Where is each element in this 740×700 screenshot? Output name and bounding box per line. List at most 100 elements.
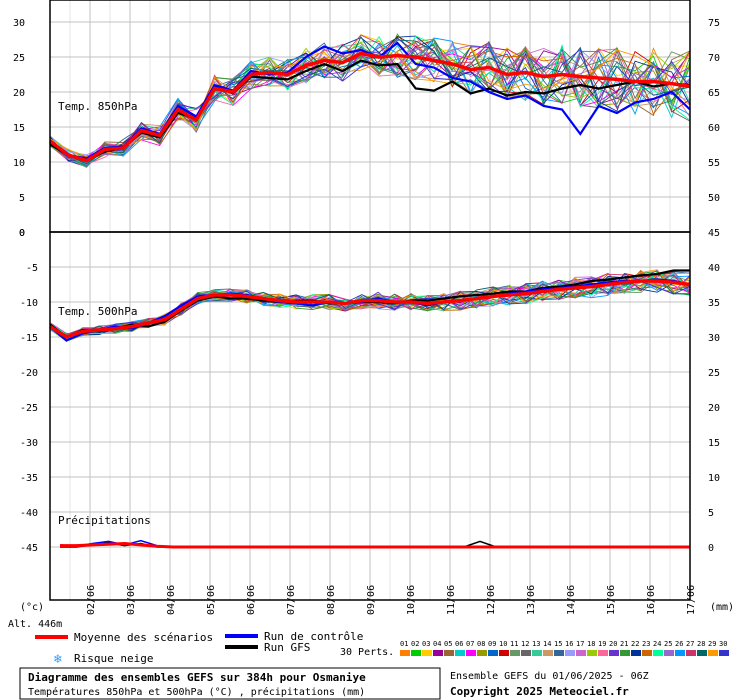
snowflake-icon: ❄	[53, 652, 62, 667]
perts-label: 30 Perts.	[340, 647, 394, 658]
y-tick-label-zero: 0	[19, 228, 25, 239]
legend-gfs-label: Run GFS	[264, 641, 310, 654]
right-unit: (mm)	[710, 602, 734, 613]
perts-legend: 01 02 03 04 05 06 07 08 09 10 11 12 13 14 15 16 17 18 19 20…	[400, 640, 729, 656]
pert-legend-swatch	[499, 650, 509, 656]
pert-legend-swatch	[433, 650, 443, 656]
precip-label: Précipitations	[58, 514, 151, 527]
altitude-label: Alt. 446m	[8, 619, 62, 630]
pert-legend-label: 07	[466, 640, 474, 648]
pert-legend-label: 14	[543, 640, 551, 648]
pert-legend-swatch	[686, 650, 696, 656]
pert-legend-swatch	[708, 650, 718, 656]
pert-legend-swatch	[565, 650, 575, 656]
pert-legend-label: 10	[499, 640, 507, 648]
y-tick-label-500: -25	[20, 403, 38, 414]
y-tick-label-500: -15	[20, 333, 38, 344]
y2-tick-label-500: 25	[708, 368, 720, 379]
pert-legend-swatch	[642, 650, 652, 656]
pert-legend-label: 12	[521, 640, 529, 648]
y-tick-label-850: 0	[19, 228, 25, 239]
pert-legend-label: 25	[664, 640, 672, 648]
copyright: Copyright 2025 Meteociel.fr	[450, 685, 629, 698]
pert-legend-label: 18	[587, 640, 595, 648]
pert-legend-label: 21	[620, 640, 628, 648]
run-info: Ensemble GEFS du 01/06/2025 - 06Z	[450, 671, 649, 682]
pert-legend-label: 26	[675, 640, 683, 648]
y-tick-label-500: -30	[20, 438, 38, 449]
pert-legend-swatch	[400, 650, 410, 656]
pert-legend-swatch	[719, 650, 729, 656]
pert-legend-swatch	[620, 650, 630, 656]
pert-legend-label: 01	[400, 640, 408, 648]
y2-tick-label-500: 15	[708, 438, 720, 449]
pert-legend-swatch	[521, 650, 531, 656]
pert-legend-swatch	[411, 650, 421, 656]
panel2-frame	[49, 231, 691, 601]
y2-tick-label-500: 30	[708, 333, 720, 344]
title-line2: Températures 850hPa et 500hPa (°C) , pré…	[28, 686, 365, 698]
pert-legend-swatch	[455, 650, 465, 656]
pert-line-850	[49, 35, 691, 165]
panel1-title: Temp. 850hPa	[58, 100, 137, 113]
legend: Moyenne des scénarios Run de contrôle Ru…	[35, 630, 729, 667]
pert-legend-label: 03	[422, 640, 430, 648]
pert-legend-label: 23	[642, 640, 650, 648]
y-tick-label-500: -40	[20, 508, 38, 519]
y2-tick-label-500: 35	[708, 298, 720, 309]
pert-legend-swatch	[466, 650, 476, 656]
legend-control-label: Run de contrôle	[264, 630, 363, 643]
x-tick-label: 17/06	[686, 585, 697, 615]
main-series	[48, 41, 691, 549]
pert-legend-swatch	[631, 650, 641, 656]
pert-legend-label: 19	[598, 640, 606, 648]
pert-legend-swatch	[587, 650, 597, 656]
pert-legend-label: 24	[653, 640, 661, 648]
pert-legend-swatch	[576, 650, 586, 656]
y-tick-label-500: -20	[20, 368, 38, 379]
pert-legend-label: 11	[510, 640, 518, 648]
pert-legend-label: 28	[697, 640, 705, 648]
pert-legend-swatch	[653, 650, 663, 656]
pert-legend-label: 09	[488, 640, 496, 648]
y-tick-label-850: 30	[13, 18, 25, 29]
pert-legend-label: 08	[477, 640, 485, 648]
y-tick-label-500: -35	[20, 473, 38, 484]
pert-legend-label: 06	[455, 640, 463, 648]
y2-tick-label-500: 40	[708, 263, 720, 274]
pert-legend-swatch	[543, 650, 553, 656]
pert-legend-label: 30	[719, 640, 727, 648]
y-tick-label-850: 20	[13, 88, 25, 99]
pert-legend-label: 15	[554, 640, 562, 648]
pert-legend-swatch	[554, 650, 564, 656]
left-unit: (°c)	[20, 602, 44, 613]
pert-legend-label: 16	[565, 640, 573, 648]
y2-tick-label-850: 60	[708, 123, 720, 134]
pert-legend-label: 22	[631, 640, 639, 648]
y2-tick-label-500: 5	[708, 508, 714, 519]
pert-legend-swatch	[422, 650, 432, 656]
y-tick-label-850: 15	[13, 123, 25, 134]
y2-tick-label-850: 50	[708, 193, 720, 204]
y-tick-label-500: -5	[26, 263, 38, 274]
pert-legend-swatch	[664, 650, 674, 656]
pert-legend-label: 17	[576, 640, 584, 648]
pert-legend-label: 29	[708, 640, 716, 648]
pert-legend-swatch	[510, 650, 520, 656]
pert-legend-swatch	[609, 650, 619, 656]
y-tick-label-500: -45	[20, 543, 38, 554]
y2-tick-label-500: 0	[708, 543, 714, 554]
pert-legend-swatch	[675, 650, 685, 656]
y2-tick-label-850: 70	[708, 53, 720, 64]
pert-legend-swatch	[488, 650, 498, 656]
y2-tick-label-500: 20	[708, 403, 720, 414]
y-tick-label-850: 5	[19, 193, 25, 204]
pert-legend-swatch	[598, 650, 608, 656]
title-line1: Diagramme des ensembles GEFS sur 384h po…	[28, 671, 366, 684]
y2-tick-label-850: 55	[708, 158, 720, 169]
legend-mean-label: Moyenne des scénarios	[74, 631, 213, 644]
y-tick-label-500: -10	[20, 298, 38, 309]
panel2-title: Temp. 500hPa	[58, 305, 137, 318]
y-tick-label-850: 10	[13, 158, 25, 169]
